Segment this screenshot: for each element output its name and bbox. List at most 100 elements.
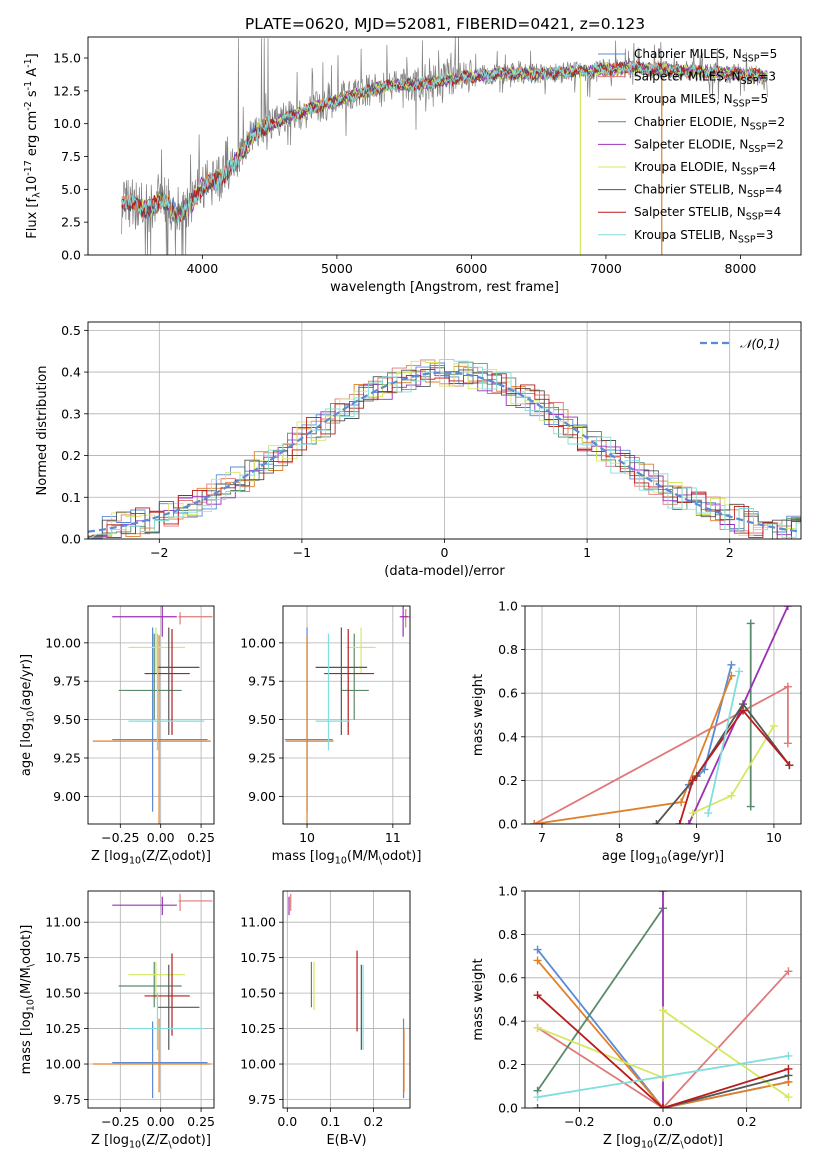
label-fragment: SSP bbox=[747, 189, 765, 200]
label-fragment: 10 bbox=[25, 176, 40, 193]
y-axis-label: mass weight bbox=[471, 674, 486, 756]
x-tick-label: 6000 bbox=[455, 261, 487, 276]
x-tick-label: 5000 bbox=[321, 261, 353, 276]
label-fragment: \ bbox=[168, 1140, 172, 1151]
plot-area bbox=[533, 891, 793, 1108]
axes-frame bbox=[282, 890, 411, 1109]
x-tick-label: 0.0 bbox=[653, 1114, 673, 1129]
label-fragment: Z [log bbox=[91, 1133, 129, 1148]
label-fragment: SSP bbox=[746, 212, 764, 223]
label-fragment: mass weight bbox=[471, 958, 486, 1040]
errorbar-kroupa-elodie bbox=[128, 627, 185, 674]
weight-marker bbox=[659, 891, 667, 895]
errorbar-salpeter-stelib bbox=[144, 953, 190, 1036]
label-fragment: 10 bbox=[26, 711, 37, 723]
label-fragment: =3 bbox=[756, 228, 774, 242]
y-tick-label: 5.0 bbox=[61, 182, 81, 197]
errorbar-salpeter-miles bbox=[178, 612, 213, 625]
x-tick-label: 0.2 bbox=[737, 1114, 757, 1129]
weight-marker bbox=[735, 667, 744, 676]
histogram-step-chabrier-stelib bbox=[88, 367, 801, 539]
y-tick-label: 10.00 bbox=[45, 1057, 81, 1072]
label-fragment: (M/M bbox=[19, 967, 34, 999]
weight-marker bbox=[783, 682, 792, 691]
x-axis-label: Z [log10(Z/Z\odot)] bbox=[91, 1133, 211, 1151]
weight-marker bbox=[769, 721, 778, 730]
x-tick-label: 0.00 bbox=[147, 1114, 175, 1129]
weight-marker bbox=[677, 798, 686, 807]
legend-entry: Chabrier ELODIE, NSSP=2 bbox=[634, 115, 785, 133]
label-fragment: =2 bbox=[766, 137, 784, 151]
label-fragment: Flux [f bbox=[25, 197, 40, 238]
y-tick-label: 0.0 bbox=[61, 532, 81, 547]
errorbar-salpeter-miles bbox=[178, 893, 213, 911]
y-tick-label: 0.6 bbox=[498, 970, 518, 985]
errorbar-kroupa-elodie bbox=[346, 627, 376, 674]
legend-entry: Salpeter ELODIE, NSSP=2 bbox=[634, 137, 784, 155]
label-fragment: (M/M bbox=[347, 849, 379, 864]
weight-line-kroupa-miles bbox=[534, 675, 733, 824]
weight-line-salpeter-stelib bbox=[678, 709, 791, 824]
x-tick-label: −2 bbox=[150, 545, 168, 560]
weight-marker bbox=[783, 606, 792, 610]
x-tick-label: −0.25 bbox=[101, 830, 139, 845]
y-tick-label: 9.00 bbox=[248, 789, 276, 804]
y-tick-label: 0.8 bbox=[498, 927, 518, 942]
y-tick-label: 9.75 bbox=[248, 1092, 276, 1107]
label-fragment: =3 bbox=[758, 70, 776, 84]
age-vs-metallicity-panel: −0.25 0.00 0.25 9.00 9.25 9.50 9.75 10.00 Z [log… bbox=[19, 605, 215, 867]
errorbar-kroupa-miles bbox=[92, 635, 211, 824]
y-tick-label: 7.5 bbox=[61, 149, 81, 164]
legend-entry: Kroupa STELIB, NSSP=3 bbox=[634, 228, 773, 246]
errorbar-chabrier-elodie bbox=[118, 961, 182, 1008]
y-tick-label: 10.00 bbox=[240, 1057, 276, 1072]
weight-marker bbox=[533, 1104, 542, 1108]
label-fragment: E(B-V) bbox=[326, 1133, 366, 1148]
x-tick-label: 10 bbox=[299, 830, 315, 845]
y-axis-label: mass [log10(M/M\odot)] bbox=[19, 925, 37, 1075]
y-tick-label: 0.2 bbox=[498, 773, 518, 788]
label-fragment: odot)] bbox=[172, 1133, 211, 1148]
model-spectrum-kroupa-stelib bbox=[121, 61, 768, 223]
x-tick-label: −0.25 bbox=[101, 1114, 139, 1129]
histogram-step-kroupa-elodie bbox=[88, 360, 801, 539]
figure-title: PLATE=0620, MJD=52081, FIBERID=0421, z=0… bbox=[245, 15, 645, 33]
label-fragment: s bbox=[25, 90, 40, 101]
x-tick-label: 2 bbox=[726, 545, 734, 560]
label-fragment: mass [log bbox=[272, 849, 335, 864]
weight-marker bbox=[688, 809, 697, 818]
x-axis-label: Z [log10(Z/Z\odot)] bbox=[91, 849, 211, 867]
weight-marker bbox=[533, 991, 542, 1000]
label-fragment: 10 bbox=[26, 999, 37, 1011]
errorbar-kroupa-stelib bbox=[128, 633, 205, 751]
weight-marker bbox=[746, 802, 755, 811]
x-tick-label: 8000 bbox=[725, 261, 757, 276]
label-fragment: mass [log bbox=[19, 1011, 34, 1074]
x-axis-label: mass [log10(M/M\odot)] bbox=[272, 849, 422, 867]
errorbar-chabrier-stelib bbox=[315, 627, 368, 735]
weight-marker bbox=[784, 967, 793, 976]
histogram-step-kroupa-stelib bbox=[88, 358, 801, 539]
y-tick-label: 1.0 bbox=[498, 884, 518, 899]
y-tick-label: 9.00 bbox=[53, 789, 81, 804]
plot-area bbox=[121, 37, 768, 255]
weight-marker bbox=[727, 791, 736, 800]
label-fragment: SSP bbox=[742, 54, 760, 65]
label-fragment: age [log bbox=[19, 723, 34, 776]
label-fragment: Salpeter STELIB, N bbox=[634, 205, 746, 219]
label-fragment: (Z/Z bbox=[653, 1133, 680, 1148]
weight-line-chabrier-stelib bbox=[537, 1074, 789, 1108]
weight-line-chabrier-elodie bbox=[536, 907, 664, 1092]
label-fragment: Z [log bbox=[91, 849, 129, 864]
y-tick-label: 10.25 bbox=[45, 1021, 81, 1036]
axes-frame bbox=[87, 890, 215, 1109]
weight-marker bbox=[746, 619, 755, 628]
x-tick-label: 0.0 bbox=[277, 1114, 297, 1129]
legend-entry: Chabrier STELIB, NSSP=4 bbox=[634, 183, 782, 201]
weight-marker bbox=[784, 1051, 793, 1060]
plot-area bbox=[288, 893, 405, 1099]
y-tick-label: 0.0 bbox=[61, 248, 81, 263]
y-tick-label: 0.1 bbox=[61, 490, 81, 505]
label-fragment: Chabrier ELODIE, N bbox=[634, 115, 750, 129]
label-fragment: odot)] bbox=[382, 849, 421, 864]
